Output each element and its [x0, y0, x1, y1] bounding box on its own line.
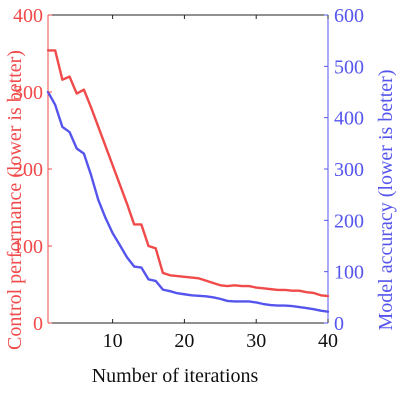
- x-tick-label: 10: [103, 330, 123, 352]
- left-tick-label: 300: [13, 82, 43, 104]
- x-axis-title: Number of iterations: [92, 365, 259, 387]
- series-layer: [46, 49, 330, 313]
- series-line-model-accuracy: [46, 90, 330, 313]
- left-tick-label: 400: [13, 5, 43, 27]
- left-tick-label: 0: [33, 313, 43, 335]
- x-tick-label: 40: [318, 330, 338, 352]
- right-axis-title: Model accuracy (lower is better): [375, 70, 397, 331]
- left-tick-label: 200: [13, 159, 43, 181]
- right-tick-label: 100: [334, 262, 364, 284]
- x-tick-label: 20: [174, 330, 194, 352]
- right-tick-label: 500: [334, 56, 364, 78]
- left-axis-title: Control performance (lower is better): [4, 50, 26, 350]
- right-tick-label: 200: [334, 210, 364, 232]
- right-tick-label: 400: [334, 108, 364, 130]
- right-tick-label: 300: [334, 159, 364, 181]
- right-tick-label: 0: [334, 313, 344, 335]
- series-line-control-performance: [46, 49, 330, 298]
- x-tick-label: 30: [246, 330, 266, 352]
- right-tick-label: 600: [334, 5, 364, 27]
- left-tick-label: 100: [13, 236, 43, 258]
